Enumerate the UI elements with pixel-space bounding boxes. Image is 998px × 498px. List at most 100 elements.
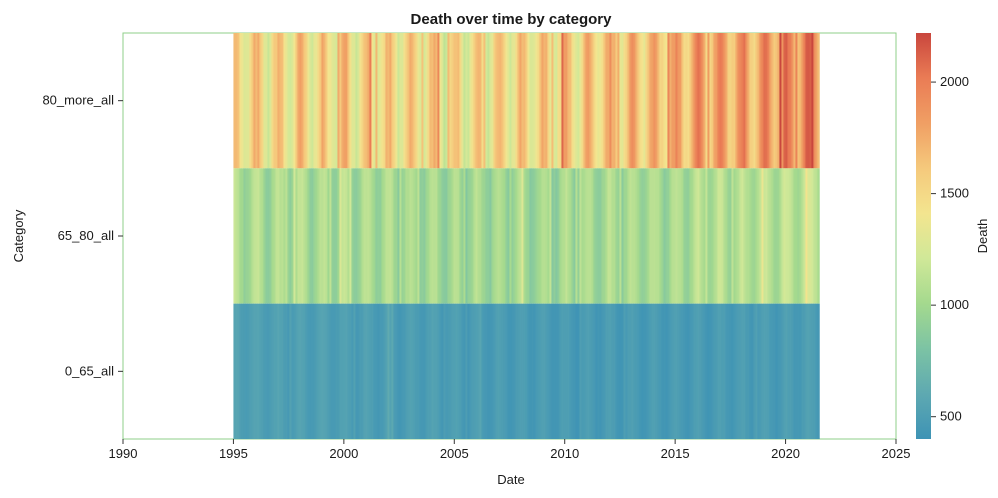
heatmap-cell <box>675 168 678 304</box>
heatmap-cell <box>715 33 718 169</box>
heatmap-cell <box>379 33 382 169</box>
heatmap-cell <box>459 168 462 304</box>
heatmap-cell <box>429 303 432 439</box>
heatmap-cell <box>655 33 658 169</box>
heatmap-cell <box>777 33 780 169</box>
heatmap-cell <box>485 33 488 169</box>
heatmap-cell <box>725 33 728 169</box>
heatmap-cell <box>549 33 552 169</box>
x-tick-label: 1995 <box>219 446 248 461</box>
heatmap-cell <box>761 303 764 439</box>
heatmap-cell <box>591 168 594 304</box>
heatmap-cell <box>589 33 592 169</box>
heatmap-cell <box>361 303 364 439</box>
heatmap-cell <box>797 33 800 169</box>
heatmap-cell <box>805 33 808 169</box>
heatmap-cell <box>553 33 556 169</box>
heatmap-cell <box>689 33 692 169</box>
heatmap-cell <box>709 303 712 439</box>
heatmap-cell <box>537 168 540 304</box>
heatmap-cell <box>759 168 762 304</box>
heatmap-cell <box>741 33 744 169</box>
heatmap-cell <box>633 33 636 169</box>
heatmap-cell <box>553 168 556 304</box>
heatmap-cell <box>509 33 512 169</box>
heatmap-cell <box>327 168 330 304</box>
heatmap-cell <box>287 168 290 304</box>
heatmap-cell <box>703 168 706 304</box>
heatmap-cell <box>611 33 614 169</box>
heatmap-cells <box>233 33 820 439</box>
heatmap-cell <box>421 303 424 439</box>
heatmap-cell <box>283 33 286 169</box>
heatmap-cell <box>775 33 778 169</box>
heatmap-cell <box>341 168 344 304</box>
heatmap-cell <box>543 33 546 169</box>
heatmap-cell <box>387 33 390 169</box>
heatmap-cell <box>233 303 236 439</box>
heatmap-cell <box>419 303 422 439</box>
heatmap-cell <box>793 168 796 304</box>
heatmap-cell <box>811 168 814 304</box>
heatmap-cell <box>261 168 264 304</box>
heatmap-cell <box>313 33 316 169</box>
heatmap-cell <box>761 33 764 169</box>
heatmap-cell <box>689 303 692 439</box>
heatmap-cell <box>511 168 514 304</box>
heatmap-cell <box>537 33 540 169</box>
heatmap-cell <box>235 303 238 439</box>
heatmap-cell <box>567 303 570 439</box>
heatmap-cell <box>241 33 244 169</box>
heatmap-cell <box>347 303 350 439</box>
heatmap-cell <box>513 33 516 169</box>
heatmap-cell <box>677 303 680 439</box>
heatmap-cell <box>353 168 356 304</box>
colorbar-tick-label: 500 <box>940 409 962 424</box>
heatmap-cell <box>601 303 604 439</box>
heatmap-cell <box>435 303 438 439</box>
heatmap-cell <box>757 303 760 439</box>
heatmap-cell <box>461 168 464 304</box>
heatmap-cell <box>635 168 638 304</box>
heatmap-cell <box>273 168 276 304</box>
heatmap-cell <box>783 303 786 439</box>
heatmap-cell <box>797 168 800 304</box>
heatmap-cell <box>713 303 716 439</box>
heatmap-cell <box>515 168 518 304</box>
heatmap-cell <box>417 168 420 304</box>
heatmap-cell <box>327 303 330 439</box>
heatmap-cell <box>547 303 550 439</box>
heatmap-cell <box>363 303 366 439</box>
heatmap-cell <box>753 33 756 169</box>
heatmap-cell <box>533 33 536 169</box>
x-tick-label: 2015 <box>661 446 690 461</box>
colorbar-ticks: 500 1000 1500 2000 <box>931 74 969 424</box>
heatmap-cell <box>547 168 550 304</box>
heatmap-cell <box>577 33 580 169</box>
heatmap-cell <box>291 168 294 304</box>
heatmap-cell <box>305 33 308 169</box>
heatmap-cell <box>665 303 668 439</box>
heatmap-cell <box>339 303 342 439</box>
heatmap-cell <box>281 303 284 439</box>
heatmap-cell <box>783 33 786 169</box>
heatmap-cell <box>591 303 594 439</box>
heatmap-cell <box>729 303 732 439</box>
x-tick-label: 2005 <box>440 446 469 461</box>
heatmap-cell <box>797 303 800 439</box>
heatmap-cell <box>809 303 812 439</box>
heatmap-cell <box>669 168 672 304</box>
heatmap-cell <box>719 168 722 304</box>
heatmap-cell <box>383 168 386 304</box>
heatmap-cell <box>363 33 366 169</box>
heatmap-cell <box>487 168 490 304</box>
heatmap-cell <box>383 33 386 169</box>
heatmap-cell <box>685 33 688 169</box>
heatmap-cell <box>597 168 600 304</box>
heatmap-cell <box>243 168 246 304</box>
heatmap-cell <box>695 303 698 439</box>
heatmap-cell <box>635 303 638 439</box>
heatmap-cell <box>653 33 656 169</box>
heatmap-cell <box>479 168 482 304</box>
heatmap-cell <box>657 303 660 439</box>
